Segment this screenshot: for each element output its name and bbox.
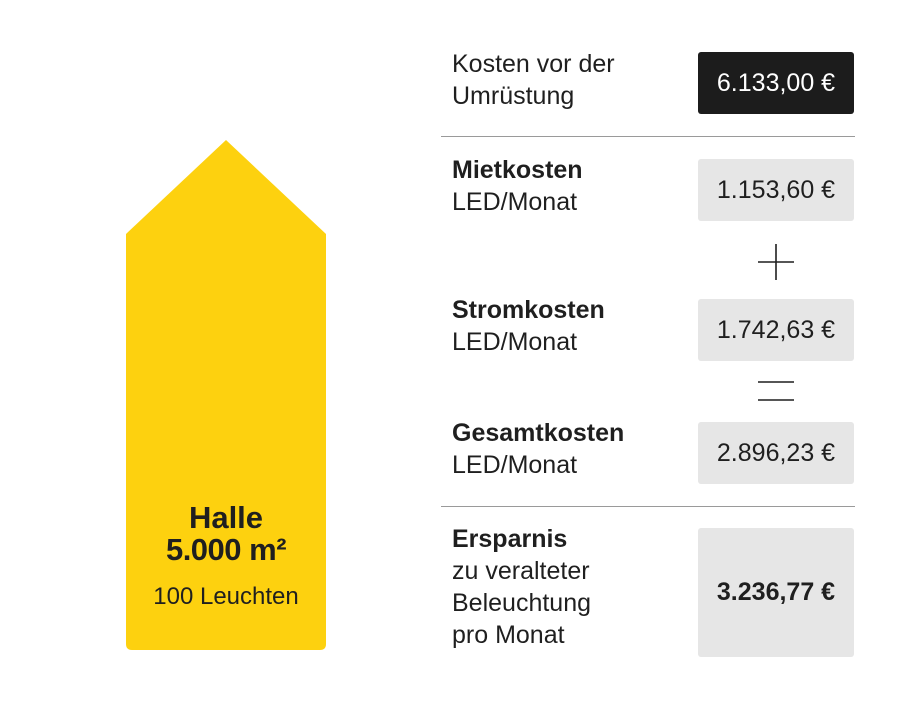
label-cost-before-line1: Kosten vor der [452, 50, 615, 78]
label-total: Gesamtkosten LED/Monat [452, 417, 624, 481]
divider-top [441, 136, 855, 137]
value-power: 1.742,63 € [698, 299, 854, 361]
label-savings-line4: pro Monat [452, 621, 565, 649]
label-savings: Ersparnis zu veralteter Beleuchtung pro … [452, 523, 591, 651]
label-cost-before: Kosten vor der Umrüstung [452, 48, 615, 112]
label-savings-title: Ersparnis [452, 525, 568, 553]
label-total-sub: LED/Monat [452, 451, 578, 479]
label-power-sub: LED/Monat [452, 328, 578, 356]
label-rent: Mietkosten LED/Monat [452, 154, 583, 218]
label-cost-before-line2: Umrüstung [452, 82, 575, 110]
label-power-title: Stromkosten [452, 296, 605, 324]
equals-icon [758, 381, 794, 401]
value-rent: 1.153,60 € [698, 159, 854, 221]
hall-lights-count: 100 Leuchten [153, 583, 299, 610]
hall-area: 5.000 m² [165, 532, 287, 567]
label-rent-sub: LED/Monat [452, 188, 578, 216]
label-savings-line2: zu veralteter [452, 557, 590, 585]
label-total-title: Gesamtkosten [452, 419, 625, 447]
label-power: Stromkosten LED/Monat [452, 294, 605, 358]
hall-graphic: Halle 5.000 m² 100 Leuchten [126, 140, 326, 650]
value-total: 2.896,23 € [698, 422, 854, 484]
plus-icon [758, 244, 794, 280]
hall-house-shape [126, 140, 326, 650]
label-savings-line3: Beleuchtung [452, 589, 592, 617]
label-rent-title: Mietkosten [452, 156, 583, 184]
hall-title: Halle [188, 500, 264, 535]
divider-bottom [441, 506, 855, 507]
value-savings: 3.236,77 € [698, 528, 854, 657]
value-cost-before: 6.133,00 € [698, 52, 854, 114]
